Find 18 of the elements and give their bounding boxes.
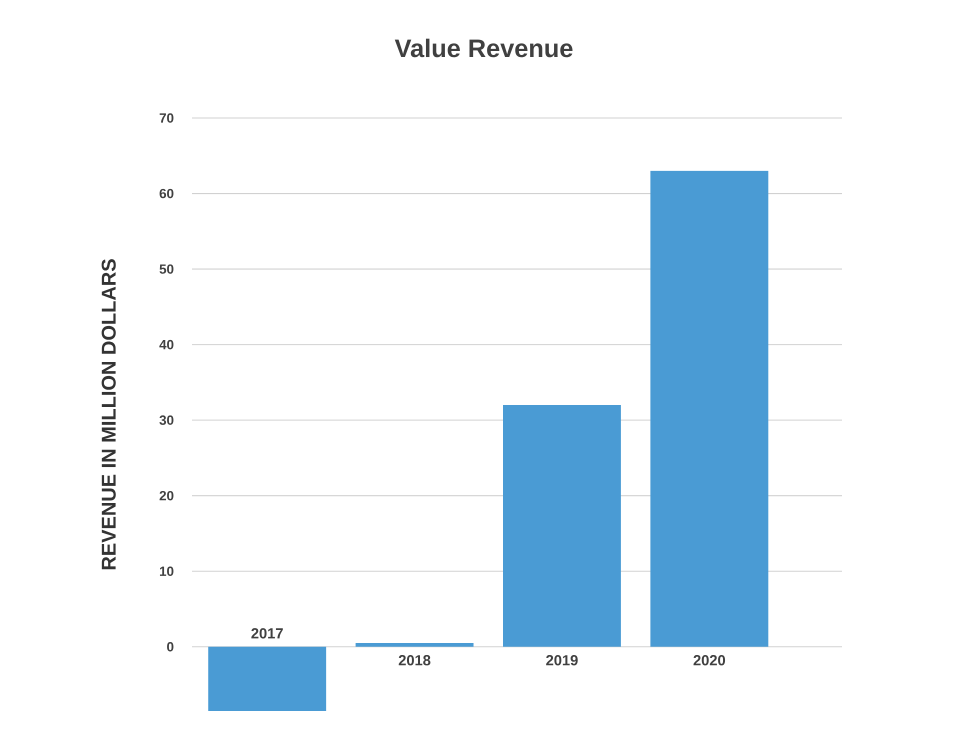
bar bbox=[356, 643, 474, 647]
y-tick-label: 10 bbox=[160, 566, 174, 576]
x-tick-label: 2020 bbox=[694, 655, 726, 666]
y-tick-label: 0 bbox=[167, 642, 174, 652]
y-tick-label: 40 bbox=[159, 340, 174, 350]
y-tick-label: 30 bbox=[159, 415, 174, 425]
bar bbox=[650, 170, 768, 647]
x-tick-label: 2017 bbox=[251, 628, 283, 639]
y-tick-label: 20 bbox=[160, 490, 174, 500]
y-tick-label: 50 bbox=[160, 264, 174, 274]
chart-title: Value Revenue bbox=[394, 38, 573, 58]
x-tick-label: 2019 bbox=[546, 655, 578, 666]
x-tick-label: 2018 bbox=[398, 655, 430, 666]
y-axis-title: REVENUE IN MILLION DOLLARS bbox=[102, 259, 116, 570]
bar bbox=[208, 646, 326, 711]
y-tick-label: 70 bbox=[160, 113, 174, 123]
y-tick-label: 60 bbox=[160, 188, 174, 198]
bar bbox=[503, 405, 621, 647]
